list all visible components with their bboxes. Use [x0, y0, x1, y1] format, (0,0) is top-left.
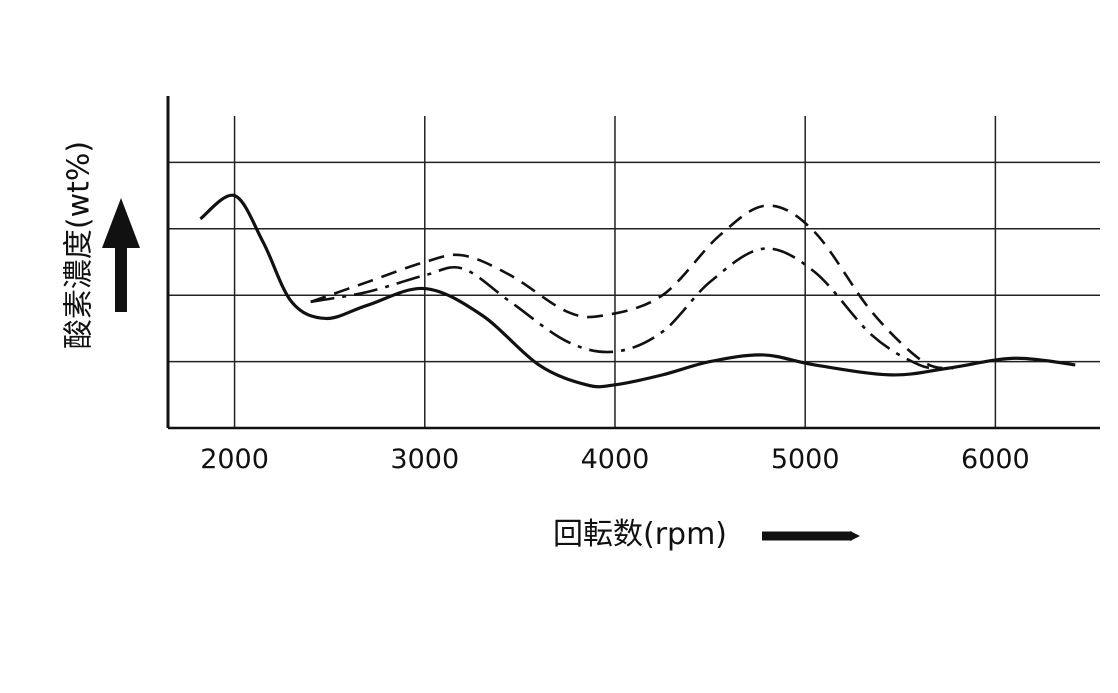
- x-tick-label: 6000: [961, 444, 1030, 475]
- y-axis-title-group: 酸素濃度(wt%): [62, 141, 141, 349]
- x-tick-labels: 2000 3000 4000 5000 6000: [200, 444, 1030, 475]
- y-axis-arrow-icon: [102, 198, 140, 248]
- x-axis-title: 回転数(rpm): [553, 517, 727, 552]
- y-axis-title: 酸素濃度(wt%): [62, 141, 97, 349]
- x-tick-label: 5000: [771, 444, 840, 475]
- x-tick-label: 2000: [200, 444, 269, 475]
- series-lines: [200, 195, 1075, 387]
- series-line-dashed: [311, 206, 954, 369]
- x-tick-label: 3000: [390, 444, 459, 475]
- series-line-solid: [200, 195, 1075, 387]
- x-axis-title-group: 回転数(rpm): [553, 517, 852, 552]
- x-tick-label: 4000: [581, 444, 650, 475]
- y-axis-arrow-shaft: [115, 246, 127, 312]
- series-line-dash-dot: [311, 249, 948, 369]
